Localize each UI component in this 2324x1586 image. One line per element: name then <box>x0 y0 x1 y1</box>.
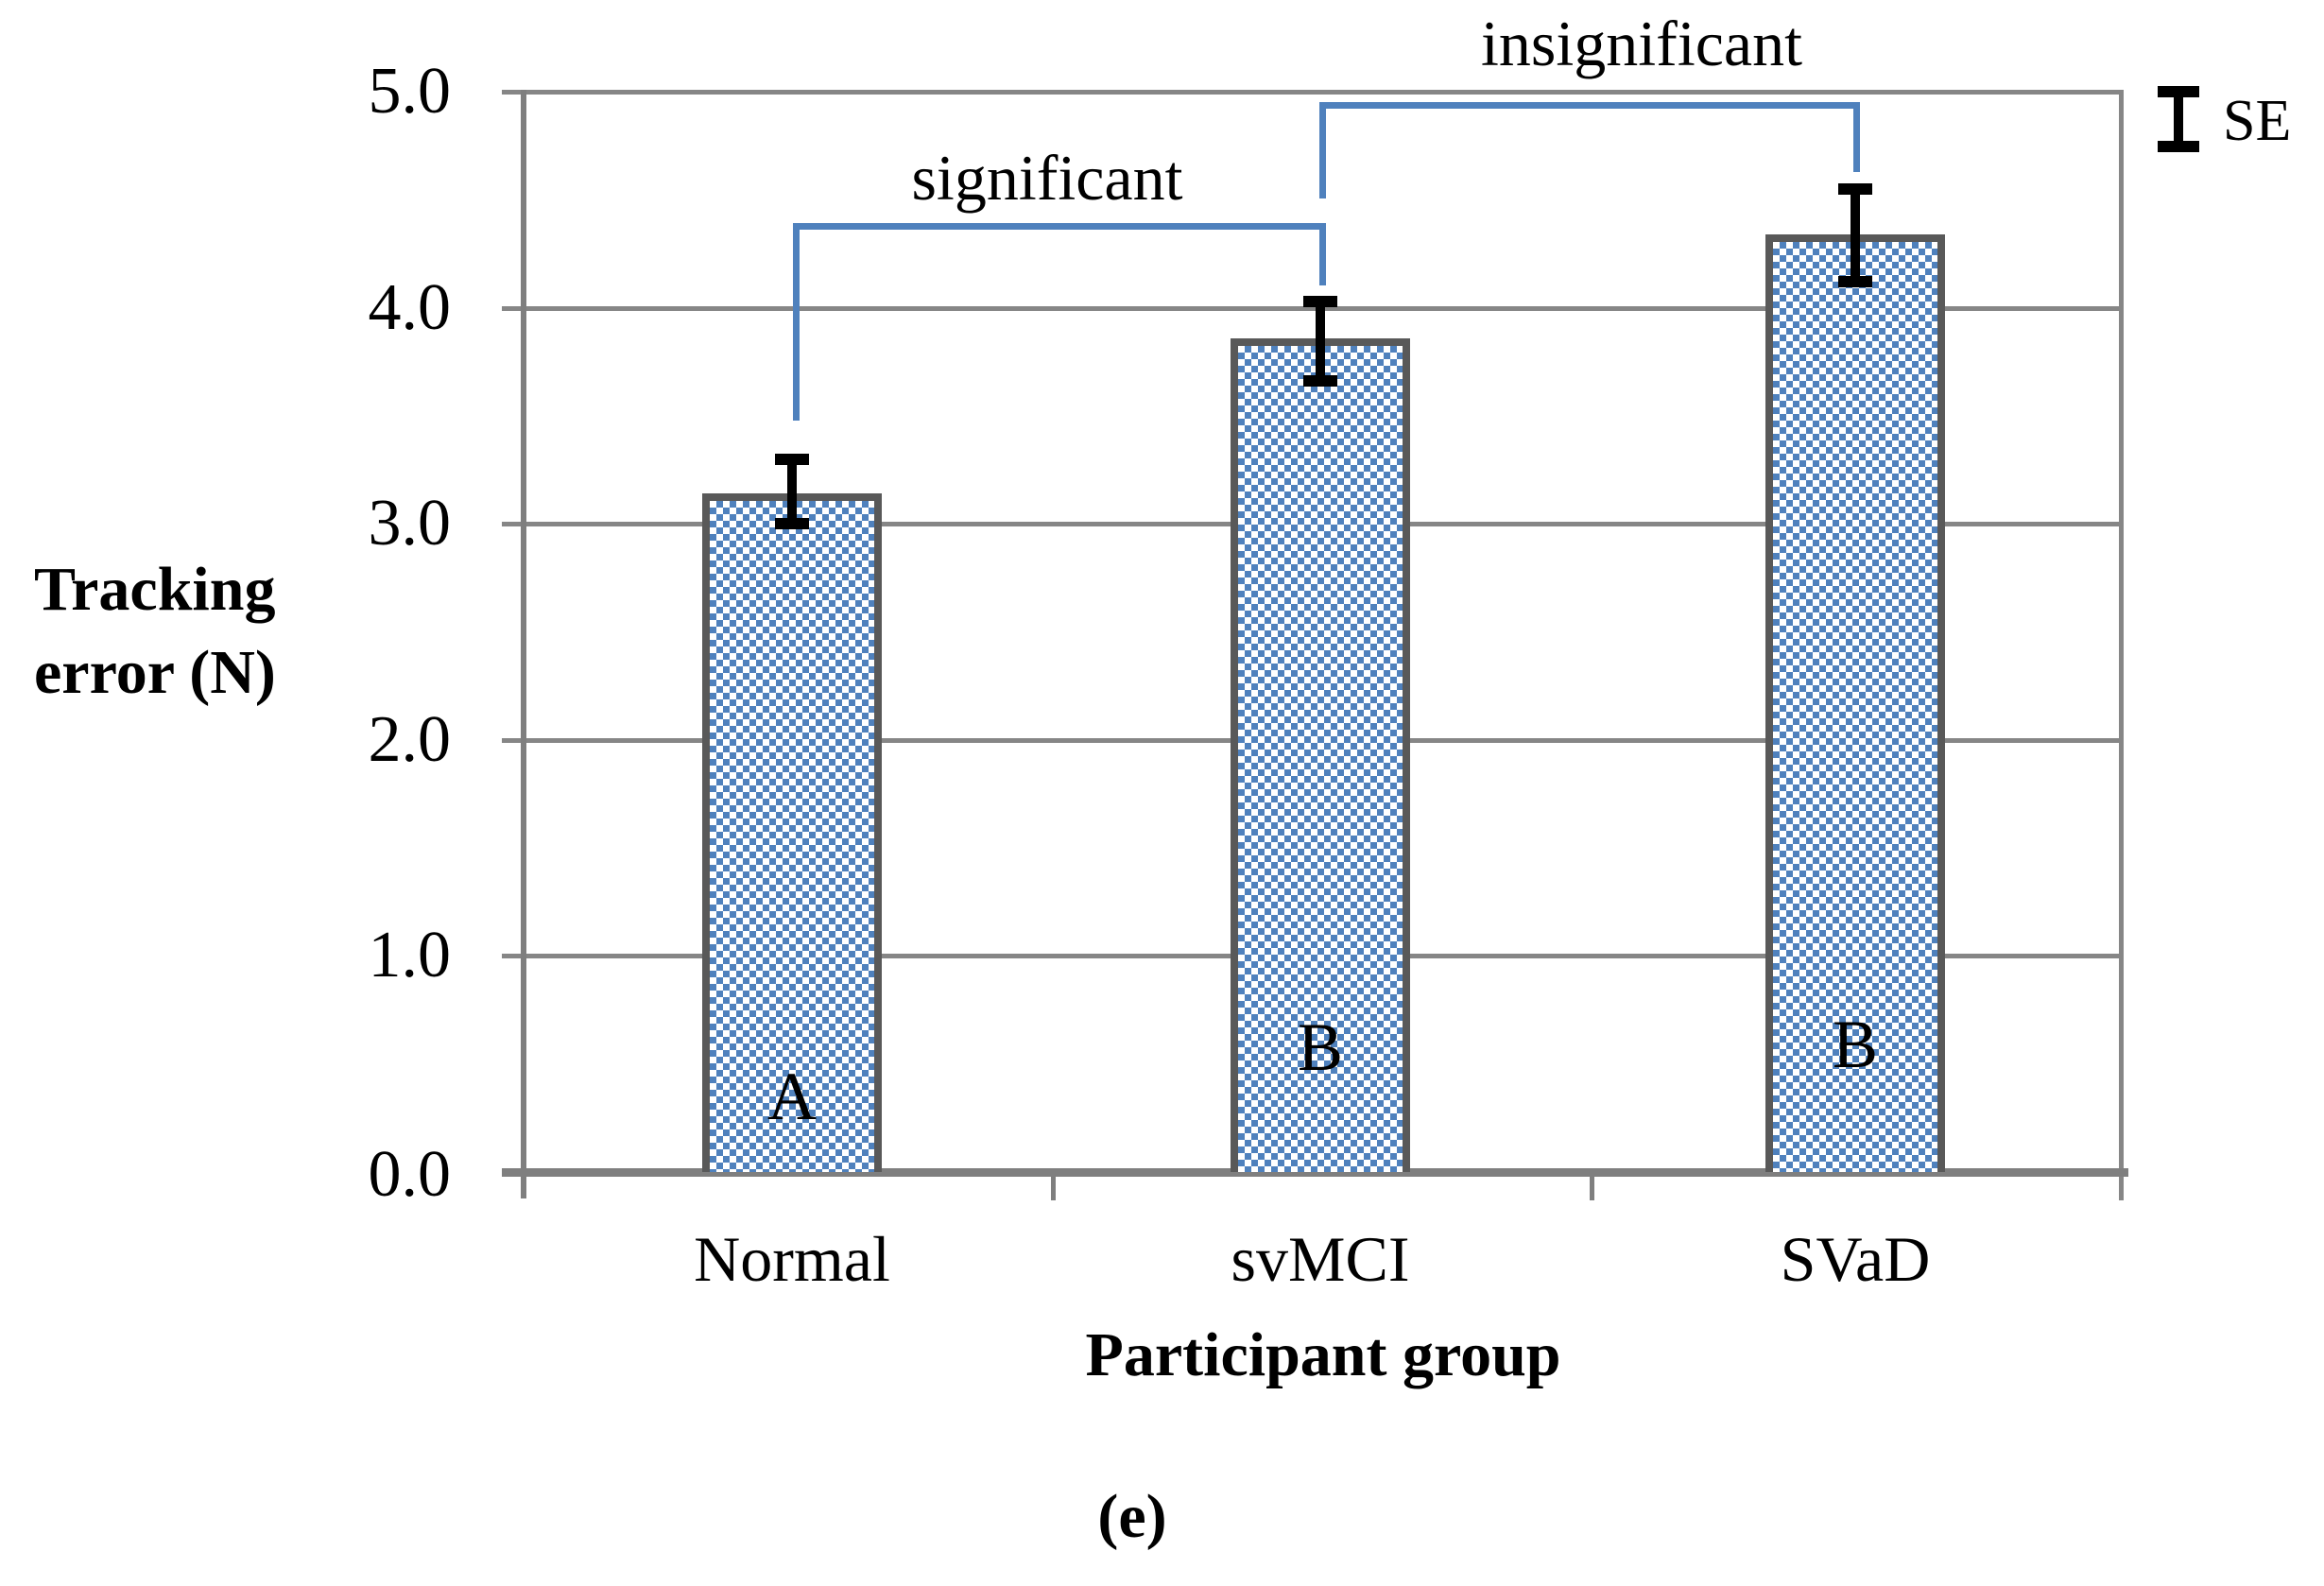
error-bar-normal-top-cap <box>775 454 809 465</box>
x-axis-tick <box>1590 1172 1594 1200</box>
figure-caption: (e) <box>1097 1482 1167 1551</box>
x-axis-title: Participant group <box>1085 1320 1561 1389</box>
significant-bracket-right-leg <box>1319 223 1326 285</box>
se-error-bar-icon-bottom-cap <box>2158 141 2199 152</box>
bar-svad <box>1765 234 1945 1172</box>
bar-letter-svmci: B <box>1297 1009 1344 1085</box>
plot-right-border <box>2119 90 2124 1200</box>
gridline-4 <box>502 306 2124 311</box>
bar-letter-svad: B <box>1832 1007 1879 1082</box>
y-tick-label: 2.0 <box>368 703 452 776</box>
y-axis-title-line1: Tracking <box>34 555 276 624</box>
error-bar-normal <box>787 459 797 524</box>
se-legend-label: SE <box>2223 89 2292 153</box>
category-label-svad: SVaD <box>1780 1223 1931 1295</box>
bar-svmci <box>1231 338 1410 1172</box>
category-label-svmci: svMCI <box>1231 1223 1410 1295</box>
gridline-5 <box>502 90 2124 95</box>
significant-label: significant <box>911 142 1183 214</box>
x-axis-tick <box>1051 1172 1056 1200</box>
error-bar-svmci <box>1316 302 1325 381</box>
error-bar-svad <box>1851 189 1860 282</box>
se-error-bar-icon <box>2174 90 2183 148</box>
error-bar-svad-top-cap <box>1838 183 1872 195</box>
x-axis-line <box>502 1168 2128 1177</box>
error-bar-normal-bottom-cap <box>775 518 809 529</box>
y-axis-line <box>521 90 526 1198</box>
error-bar-svmci-top-cap <box>1303 296 1337 307</box>
significant-bracket-horizontal <box>793 223 1326 230</box>
y-tick-label: 0.0 <box>368 1138 452 1211</box>
bar-letter-normal: A <box>767 1059 817 1134</box>
significant-bracket-left-leg <box>793 223 800 421</box>
y-tick-label: 3.0 <box>368 487 452 560</box>
insignificant-bracket-horizontal <box>1319 102 1860 109</box>
y-axis-title-line2: error (N) <box>34 638 276 707</box>
y-tick-label: 1.0 <box>368 919 452 991</box>
y-tick-label: 4.0 <box>368 271 452 344</box>
y-axis-title: Tracking error (N) <box>34 548 374 715</box>
error-bar-svad-bottom-cap <box>1838 276 1872 287</box>
se-error-bar-icon-top-cap <box>2158 86 2199 97</box>
insignificant-label: insignificant <box>1481 8 1802 79</box>
y-tick-label: 5.0 <box>368 55 452 128</box>
category-label-normal: Normal <box>694 1223 890 1295</box>
error-bar-svmci-bottom-cap <box>1303 375 1337 387</box>
insignificant-bracket-right-leg <box>1853 102 1860 172</box>
insignificant-bracket-left-leg <box>1319 102 1326 198</box>
